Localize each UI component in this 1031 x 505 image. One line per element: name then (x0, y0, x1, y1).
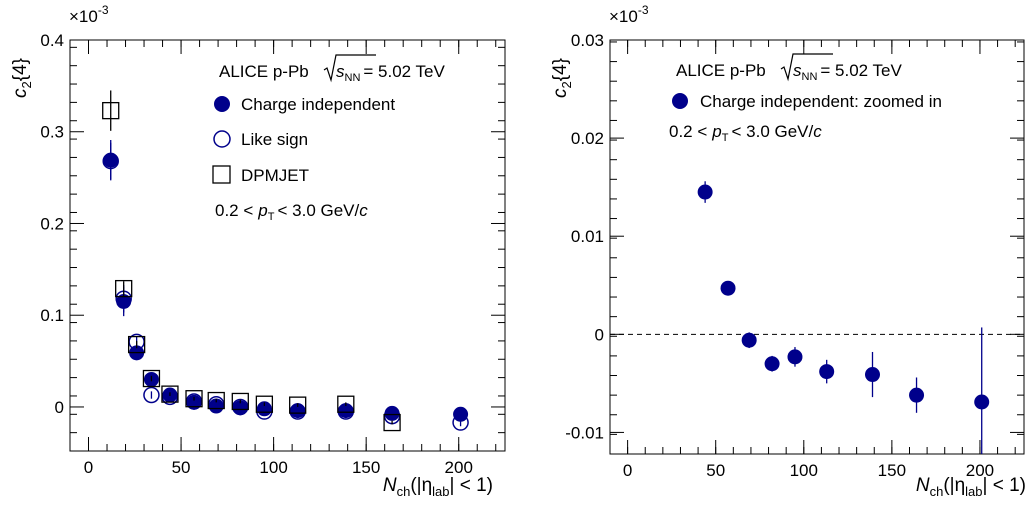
data-point-charge-independent-zoomed-in (720, 280, 736, 296)
left-panel: 0 0.1 0.2 0.3 0.4 0 50 100 150 200 c2{4} ×10-3 A… (10, 3, 506, 499)
legend-marker-zoomed (672, 93, 688, 109)
x-tick-label: 0 (84, 458, 93, 477)
legend-label-dpmjet: DPMJET (241, 166, 309, 185)
right-exponent-label: ×10-3 (609, 3, 649, 26)
y-tick-label: 0 (595, 325, 604, 344)
data-point-dpmjet (231, 392, 249, 411)
right-x-ticks: 0 50 100 150 200 (609, 40, 1016, 480)
data-point-charge-independent-zoomed-in (764, 356, 780, 372)
data-point-dpmjet (207, 391, 225, 410)
data-point-dpmjet (289, 396, 307, 414)
data-point-charge-independent-zoomed-in (864, 367, 880, 383)
x-tick-label: 50 (706, 461, 725, 480)
data-point-like-sign (102, 152, 119, 170)
y-tick-label: 0.03 (571, 31, 604, 50)
left-exponent-label: ×10-3 (69, 3, 109, 26)
left-pt-range-label: 0.2 < pT < 3.0 GeV/c (215, 201, 368, 223)
data-point-charge-independent-zoomed-in (697, 184, 713, 200)
y-tick-label: 0.02 (571, 129, 604, 148)
right-pt-range-label: 0.2 < pT < 3.0 GeV/c (669, 122, 822, 144)
y-tick-label: -0.01 (565, 423, 604, 442)
x-tick-label: 50 (172, 458, 191, 477)
data-point-charge-independent-zoomed-in (974, 394, 990, 410)
left-sqrt-sign (323, 54, 376, 83)
right-x-axis-label: Nch(|ηlab| < 1) (916, 475, 1026, 499)
y-tick-label: 0.01 (571, 227, 604, 246)
data-point-dpmjet (383, 413, 401, 432)
x-tick-label: 200 (445, 458, 473, 477)
right-experiment-label: ALICE p-Pb (676, 61, 766, 80)
right-plot-frame (609, 39, 1025, 455)
legend-marker-charge-independent (214, 96, 230, 112)
x-tick-label: 100 (790, 461, 818, 480)
y-tick-label: 0.3 (40, 123, 64, 142)
data-point-like-sign (452, 414, 469, 431)
legend-marker-dpmjet (212, 165, 231, 184)
right-energy-label: sNN = 5.02 TeV (793, 61, 902, 83)
y-tick-label: 0.1 (40, 306, 64, 325)
left-energy-label: sNN = 5.02 TeV (336, 62, 445, 84)
left-x-ticks: 0 50 100 150 200 (69, 40, 497, 477)
x-tick-label: 150 (878, 461, 906, 480)
left-y-axis-label: c2{4} (10, 58, 34, 98)
data-point-dpmjet (142, 369, 161, 388)
legend-label-zoomed: Charge independent: zoomed in (700, 92, 942, 111)
left-series-layer (102, 90, 469, 432)
left-plot-frame (69, 39, 506, 452)
left-y-ticks: 0 0.1 0.2 0.3 0.4 (40, 31, 505, 452)
left-experiment-label: ALICE p-Pb (219, 62, 309, 81)
x-tick-label: 100 (259, 458, 287, 477)
legend-label-like-sign: Like sign (241, 130, 308, 149)
data-point-dpmjet (185, 390, 203, 408)
right-sqrt-sign (780, 53, 833, 82)
data-point-dpmjet (161, 385, 179, 403)
right-panel: -0.01 0 0.01 0.02 0.03 0 50 100 150 200 c2{4} ×1… (550, 3, 1026, 499)
left-x-axis-label: Nch(|ηlab| < 1) (383, 475, 493, 499)
right-series-layer (697, 181, 990, 454)
left-legend: Charge independent Like sign DPMJET (212, 95, 395, 185)
legend-marker-like-sign (213, 130, 231, 148)
right-legend: Charge independent: zoomed in (672, 92, 942, 111)
right-y-axis-label: c2{4} (550, 58, 574, 98)
data-point-charge-independent-zoomed-in (741, 332, 757, 348)
data-point-charge-independent-zoomed-in (787, 349, 803, 365)
data-point-charge-independent (453, 406, 469, 422)
x-tick-label: 0 (623, 461, 632, 480)
y-tick-label: 0.4 (40, 31, 64, 50)
data-point-dpmjet (255, 395, 274, 413)
data-point-charge-independent-zoomed-in (909, 387, 925, 403)
y-tick-label: 0 (55, 398, 64, 417)
data-point-dpmjet (127, 335, 146, 354)
data-point-dpmjet (337, 395, 355, 413)
data-point-dpmjet (102, 101, 120, 120)
x-tick-label: 200 (966, 461, 994, 480)
data-point-like-sign (143, 386, 160, 404)
data-point-dpmjet (115, 279, 133, 298)
legend-label-charge-independent: Charge independent (241, 95, 395, 114)
right-y-ticks: -0.01 0 0.01 0.02 0.03 (565, 31, 1024, 455)
x-tick-label: 150 (352, 458, 380, 477)
data-point-charge-independent-zoomed-in (819, 364, 835, 380)
y-tick-label: 0.2 (40, 214, 64, 233)
